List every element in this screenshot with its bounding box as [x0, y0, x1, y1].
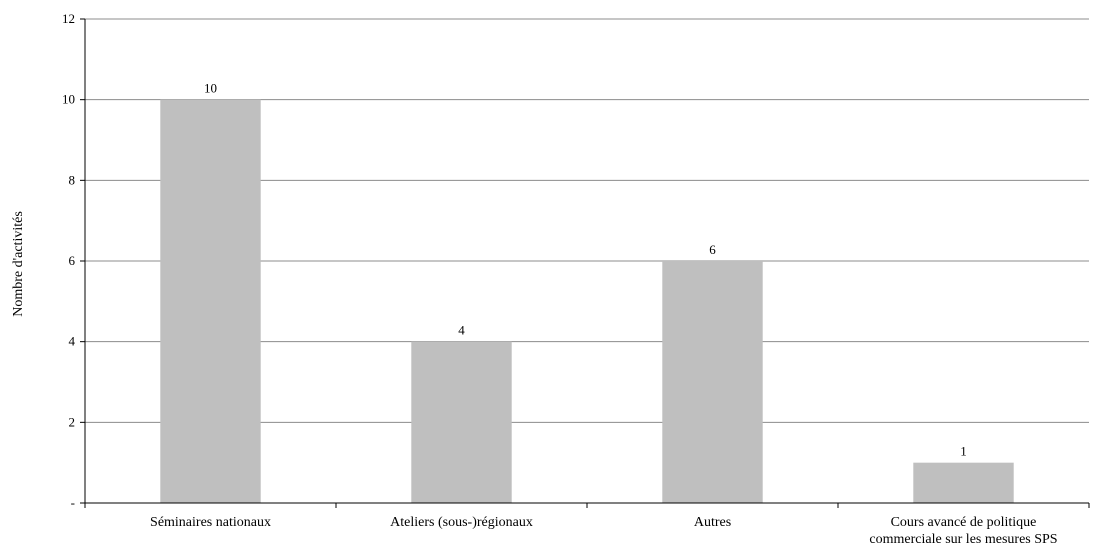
- category-label-line: Ateliers (sous-)régionaux: [390, 515, 533, 530]
- y-tick-label: -: [71, 495, 75, 510]
- category-label: Autres: [694, 515, 731, 530]
- category-label-line: commerciale sur les mesures SPS: [869, 532, 1057, 547]
- category-label: Séminaires nationaux: [150, 515, 271, 530]
- bar-layer: [160, 99, 1014, 504]
- label-layer: - 2 4 6 8 10 12 10 Séminaires nationaux 4 Ateliers…: [62, 11, 1058, 547]
- bar: [913, 462, 1014, 503]
- y-axis-title: Nombre d'activités: [11, 211, 26, 317]
- category-label: Cours avancé de politique commerciale sur…: [869, 515, 1057, 547]
- category-label: Ateliers (sous-)régionaux: [390, 515, 533, 530]
- y-tick-label: 2: [69, 414, 76, 429]
- data-label: 1: [960, 444, 967, 459]
- bar: [411, 341, 512, 503]
- axis-layer: [84, 19, 1089, 504]
- y-tick-label: 12: [62, 11, 75, 26]
- y-tick-label: 10: [62, 92, 75, 107]
- category-label-line: Autres: [694, 515, 731, 530]
- data-label: 4: [458, 323, 465, 338]
- y-tick-label: 6: [69, 253, 76, 268]
- data-label: 6: [709, 242, 716, 257]
- bar: [662, 261, 763, 503]
- y-tick-label: 8: [69, 172, 76, 187]
- y-tick-label: 4: [69, 334, 76, 349]
- category-label-line: Cours avancé de politique: [891, 515, 1037, 530]
- category-label-line: Séminaires nationaux: [150, 515, 271, 530]
- bar: [160, 99, 261, 504]
- data-label: 10: [204, 81, 217, 96]
